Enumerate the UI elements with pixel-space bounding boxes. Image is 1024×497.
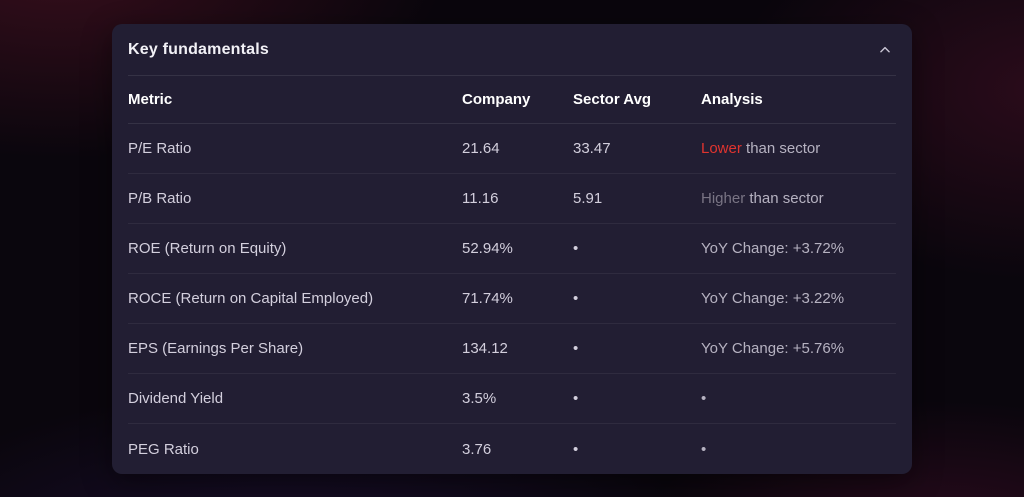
metric-cell: ROE (Return on Equity) xyxy=(128,240,287,257)
table-row: P/B Ratio 11.16 5.91 Higher than sector xyxy=(128,174,896,224)
sector-avg-cell: • xyxy=(573,440,579,458)
sector-avg-cell: 33.47 xyxy=(573,140,611,157)
card-title: Key fundamentals xyxy=(128,40,270,58)
analysis-cell: • xyxy=(701,390,896,407)
column-header-company: Company xyxy=(462,91,531,108)
metric-cell: Dividend Yield xyxy=(128,390,224,407)
metric-cell: P/E Ratio xyxy=(128,140,192,157)
column-header-metric: Metric xyxy=(128,91,173,108)
analysis-highlight: Higher xyxy=(701,190,750,207)
company-cell: 52.94% xyxy=(462,240,513,257)
page-background: Key fundamentals Metric Company Sector A… xyxy=(112,24,912,474)
analysis-cell: YoY Change: +3.72% xyxy=(701,240,896,257)
company-cell: 21.64 xyxy=(462,140,500,157)
analysis-text: YoY Change: +3.22% xyxy=(701,290,845,307)
sector-avg-cell: • xyxy=(573,390,579,407)
column-header-analysis: Analysis xyxy=(701,91,763,108)
sector-avg-cell: • xyxy=(573,340,579,357)
analysis-text: • xyxy=(701,390,707,407)
metric-cell: P/B Ratio xyxy=(128,190,192,207)
metric-cell: ROCE (Return on Capital Employed) xyxy=(128,290,374,307)
fundamentals-table: Metric Company Sector Avg Analysis P/E R… xyxy=(128,76,896,474)
analysis-highlight: Lower xyxy=(701,140,747,157)
table-row: EPS (Earnings Per Share) 134.12 • YoY Ch… xyxy=(128,324,896,374)
sector-avg-cell: • xyxy=(573,290,579,307)
table-row: P/E Ratio 21.64 33.47 Lower than sector xyxy=(128,124,896,174)
table-header-row: Metric Company Sector Avg Analysis xyxy=(128,76,896,124)
analysis-cell: YoY Change: +3.22% xyxy=(701,290,896,307)
key-fundamentals-card: Key fundamentals Metric Company Sector A… xyxy=(112,24,912,474)
analysis-cell: Lower than sector xyxy=(701,140,896,157)
analysis-cell: • xyxy=(701,441,896,458)
company-cell: 3.5% xyxy=(462,390,497,407)
analysis-cell: YoY Change: +5.76% xyxy=(701,340,896,357)
analysis-text: YoY Change: +5.76% xyxy=(701,340,845,357)
company-cell: 134.12 xyxy=(462,340,508,357)
card-header[interactable]: Key fundamentals xyxy=(128,24,896,76)
metric-cell: EPS (Earnings Per Share) xyxy=(128,340,304,357)
company-cell: 3.76 xyxy=(462,440,492,458)
analysis-text: • xyxy=(701,440,707,458)
column-header-sector-avg: Sector Avg xyxy=(573,91,652,108)
table-row: Dividend Yield 3.5% • • xyxy=(128,374,896,424)
analysis-cell: Higher than sector xyxy=(701,190,896,207)
company-cell: 11.16 xyxy=(462,190,499,207)
sector-avg-cell: • xyxy=(573,240,579,257)
sector-avg-cell: 5.91 xyxy=(573,190,603,207)
analysis-text: than sector xyxy=(749,190,824,207)
chevron-up-icon[interactable] xyxy=(874,39,896,61)
metric-cell: PEG Ratio xyxy=(128,440,199,458)
analysis-text: than sector xyxy=(746,140,821,157)
analysis-text: YoY Change: +3.72% xyxy=(701,240,845,257)
table-row: ROCE (Return on Capital Employed) 71.74%… xyxy=(128,274,896,324)
company-cell: 71.74% xyxy=(462,290,513,307)
table-row: PEG Ratio 3.76 • • xyxy=(128,424,896,474)
table-row: ROE (Return on Equity) 52.94% • YoY Chan… xyxy=(128,224,896,274)
